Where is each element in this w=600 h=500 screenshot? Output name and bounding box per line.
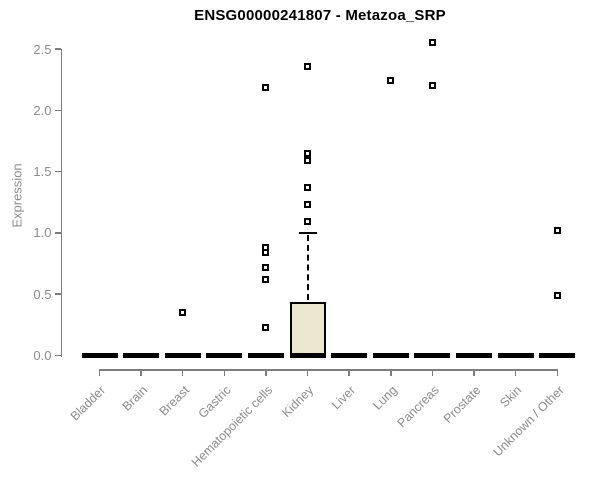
x-tick [265,369,267,376]
outlier-point [304,149,312,157]
median-bar [331,353,368,358]
y-tick-label: 2.5 [33,41,52,57]
outlier-point [428,82,436,90]
outlier-point [179,309,187,317]
x-axis-line [98,369,559,371]
outlier-point [262,249,270,257]
y-axis-line [60,48,62,357]
x-tick [556,369,559,376]
median-bar [497,353,534,358]
x-category-label: Breast [156,383,192,419]
box-iqr [289,301,326,358]
x-tick [390,369,392,376]
outlier-point [304,201,312,209]
x-tick [98,369,101,376]
x-category-label: Pancreas [394,383,442,431]
x-tick [140,369,142,376]
outlier-point [553,226,561,234]
outlier-point [387,77,395,85]
y-tick [54,293,61,295]
median-bar [289,353,326,358]
x-tick [223,369,226,376]
y-tick-label: 0.5 [33,286,52,302]
x-category-label: Lung [370,383,400,413]
x-category-label: Liver [329,383,359,413]
y-tick [54,170,61,173]
median-bar [247,353,284,358]
x-category-label: Bladder [68,383,109,424]
outlier-point [262,83,270,91]
outlier-point [304,218,312,226]
median-bar [372,353,409,358]
y-axis-label: Expression [9,163,25,228]
x-tick [431,369,434,376]
outlier-point [553,291,561,299]
chart-title: ENSG00000241807 - Metazoa_SRP [194,7,446,24]
x-category-label: Gastric [195,383,234,421]
y-tick [54,354,61,357]
y-tick [54,48,61,50]
x-category-label: Skin [497,383,525,411]
outlier-point [262,323,270,331]
y-tick-label: 0.0 [33,348,52,363]
outlier-point [304,157,312,165]
median-bar [123,353,160,358]
y-tick [54,109,61,112]
outlier-point [304,184,312,192]
median-bar [539,353,576,358]
y-tick-label: 1.5 [33,164,52,180]
y-tick-label: 2.0 [33,102,52,118]
outlier-point [304,62,312,70]
median-bar [164,353,201,358]
median-bar [81,353,118,358]
outlier-point [428,39,436,47]
x-category-label: Kidney [279,383,317,420]
median-bar [456,353,493,358]
x-tick [514,369,517,376]
outlier-point [262,275,270,283]
median-bar [414,353,451,358]
y-tick [54,232,61,234]
x-tick [473,369,475,376]
x-tick [306,369,309,376]
x-tick [181,369,184,376]
x-category-label: Brain [119,383,151,414]
outlier-point [262,263,270,271]
whisker-line [306,234,309,300]
x-category-label: Prostate [440,383,484,426]
whisker-cap [298,231,317,235]
x-category-label: Hematopoietic cells [188,383,275,470]
x-tick [348,369,350,376]
median-bar [206,353,243,358]
y-tick-label: 1.0 [33,225,52,241]
